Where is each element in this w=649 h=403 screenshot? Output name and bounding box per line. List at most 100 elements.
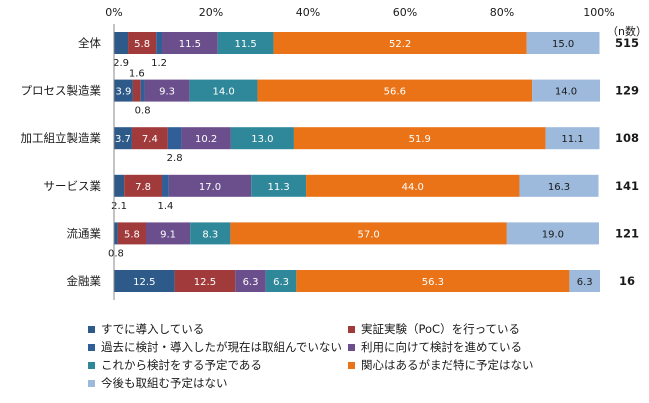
x-tick-label: 80% [490, 6, 514, 19]
bar-segment [190, 222, 231, 245]
data-label: 12.5 [133, 277, 155, 288]
legend-swatch [348, 325, 355, 333]
data-label: 1.4 [157, 201, 173, 212]
bar-segment [117, 222, 147, 245]
bar-segment [140, 79, 145, 102]
data-label: 5.8 [124, 229, 140, 240]
data-label: 3.7 [115, 134, 131, 145]
legend-item: 過去に検討・導入したが現在は取組んでいない [88, 338, 348, 356]
stacked-bar-chart: 0% 20% 40% 60% 80% 100%（n数）全体 5152.95.81.211.5… [21, 6, 647, 300]
legend-swatch [88, 379, 95, 387]
bar-segment [114, 174, 125, 197]
data-label: 0.8 [108, 248, 124, 259]
legend-item: 利用に向けて検討を進めている [348, 338, 608, 356]
x-tick-label: 60% [393, 6, 417, 19]
data-label: 57.0 [357, 229, 379, 240]
data-label: 2.1 [111, 201, 127, 212]
n-count: 121 [615, 226, 639, 240]
x-tick-label: 0% [105, 6, 122, 19]
bar-segment [144, 79, 190, 102]
data-label: 7.8 [135, 182, 151, 193]
x-tick-label: 100% [583, 6, 614, 19]
bar-segment [162, 32, 218, 54]
n-count: 108 [615, 131, 639, 145]
legend-item: これから検討をする予定である [88, 356, 348, 374]
bar-segment [174, 270, 236, 292]
bar-segment [162, 174, 169, 197]
data-label: 5.8 [134, 39, 150, 50]
bar-segment [128, 32, 157, 54]
bar-segment [251, 174, 307, 197]
bar-segment [114, 127, 132, 150]
legend-label: 利用に向けて検討を進めている [361, 340, 522, 354]
data-label: 11.5 [235, 39, 257, 50]
category-label: プロセス製造業 [21, 84, 102, 98]
data-label: 14.0 [212, 87, 234, 98]
data-label: 10.2 [195, 134, 217, 145]
legend-swatch [348, 361, 355, 369]
data-label: 6.3 [243, 277, 259, 288]
legend-item: すでに導入している [88, 320, 348, 338]
data-label: 0.8 [135, 106, 151, 117]
legend-item: 実証実験（PoC）を行っている [348, 320, 608, 338]
data-label: 1.6 [129, 69, 145, 80]
bar-segment [114, 270, 175, 292]
data-label: 1.2 [151, 58, 167, 69]
data-label: 14.0 [555, 87, 577, 98]
data-label: 56.3 [422, 277, 444, 288]
bar-segment [235, 270, 266, 292]
data-label: 11.3 [268, 182, 290, 193]
category-label: 金融業 [67, 274, 102, 288]
bar-segment [132, 79, 141, 102]
data-label: 9.3 [159, 87, 175, 98]
bar-segment [131, 127, 168, 150]
chart-legend: すでに導入している 実証実験（PoC）を行っている 過去に検討・導入したが現在は… [88, 320, 608, 392]
legend-label: 今後も取組む予定はない [101, 376, 228, 390]
legend-label: 過去に検討・導入したが現在は取組んでいない [101, 340, 342, 354]
bar-segment [306, 174, 520, 197]
data-label: 16.3 [548, 182, 570, 193]
data-label: 17.0 [199, 182, 221, 193]
data-label: 6.3 [273, 277, 289, 288]
data-label: 7.4 [142, 134, 158, 145]
category-label: 加工組立製造業 [21, 131, 102, 145]
data-label: 9.1 [160, 229, 176, 240]
bar-segment [114, 79, 133, 102]
legend-swatch [88, 361, 95, 369]
data-label: 6.3 [577, 277, 593, 288]
bar-segment [519, 174, 599, 197]
bar-segment [569, 270, 600, 292]
bar-segment [296, 270, 570, 292]
legend-item: 今後も取組む予定はない [88, 374, 348, 392]
legend-swatch [348, 343, 355, 351]
bar-segment [230, 222, 507, 245]
n-count-header: （n数） [607, 25, 647, 38]
bar-segment [273, 32, 527, 54]
data-label: 8.3 [202, 229, 218, 240]
bar-segment [181, 127, 231, 150]
bar-segment [293, 127, 546, 150]
data-label: 51.9 [409, 134, 431, 145]
x-tick-label: 20% [199, 6, 223, 19]
data-label: 2.9 [113, 58, 129, 69]
category-label: サービス業 [44, 179, 102, 193]
legend-swatch [88, 343, 95, 351]
data-label: 13.0 [251, 134, 273, 145]
bar-segment [189, 79, 258, 102]
legend-item: 関心はあるがまだ特に予定はない [348, 356, 608, 374]
n-count: 515 [615, 36, 639, 50]
data-label: 44.0 [402, 182, 424, 193]
bar-segment [545, 127, 600, 150]
category-label: 全体 [78, 36, 101, 50]
n-count: 129 [615, 84, 639, 98]
bar-segment [156, 32, 163, 54]
data-label: 19.0 [542, 229, 564, 240]
bar-segment [124, 174, 163, 197]
bar-segment [114, 32, 129, 54]
bar-segment [230, 127, 294, 150]
bar-segment [217, 32, 274, 54]
x-tick-label: 40% [296, 6, 320, 19]
bar-segment [506, 222, 599, 245]
n-count: 16 [619, 274, 635, 288]
legend-label: これから検討をする予定である [101, 358, 262, 372]
